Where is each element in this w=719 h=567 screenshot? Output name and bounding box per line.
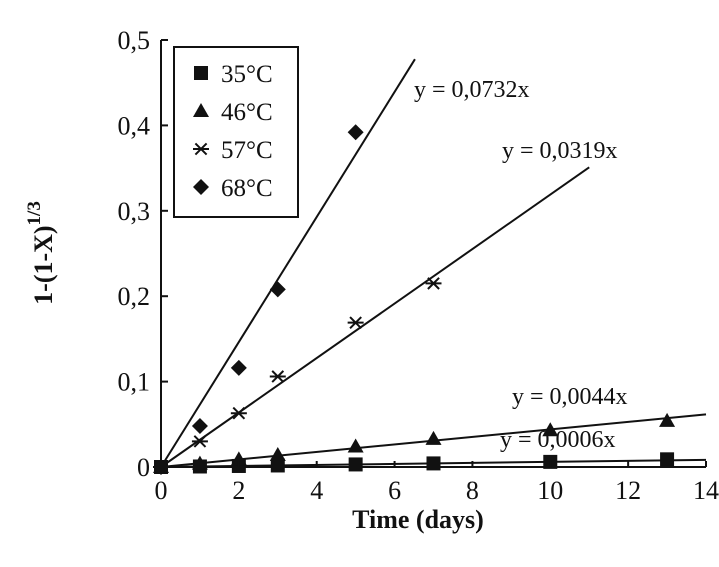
x-tick-label: 2	[232, 476, 245, 505]
ticks: 0 2 4 6 8 10 12 14 0 0,1 0,2 0,3 0,4 0,5	[118, 26, 719, 505]
legend-marker-35c	[194, 66, 208, 80]
y-tick-label: 0	[137, 453, 150, 482]
y-tick-label: 0,5	[118, 26, 151, 55]
point-57c	[191, 435, 208, 448]
x-tick-label: 4	[310, 476, 323, 505]
x-tick-label: 0	[155, 476, 168, 505]
legend-label-35c: 35°C	[221, 61, 273, 88]
y-tick-label: 0,2	[118, 282, 151, 311]
y-axis-title: 1-(1-X)1/3	[24, 201, 58, 305]
point-35c	[426, 456, 441, 471]
point-46c	[542, 422, 559, 437]
point-46c	[230, 451, 247, 466]
legend-marker-46c	[193, 103, 209, 117]
legend-marker-57c	[193, 142, 209, 156]
point-46c	[269, 447, 286, 462]
point-57c	[347, 316, 364, 329]
point-68c	[269, 281, 286, 298]
legend: 35°C 46°C 57°C 68°C	[173, 46, 299, 218]
legend-label-46c: 46°C	[221, 99, 273, 126]
point-35c	[270, 458, 285, 473]
point-35c	[660, 452, 675, 467]
x-axis-title: Time (days)	[352, 505, 484, 534]
legend-marker-68c	[193, 179, 209, 195]
y-axis-title-group: 1-(1-X)1/3	[24, 201, 58, 305]
point-46c	[347, 438, 364, 453]
x-tick-label: 10	[537, 476, 563, 505]
point-46c	[425, 430, 442, 445]
legend-label-68c: 68°C	[221, 175, 273, 202]
equation-labels: y = 0,0006x y = 0,0044x y = 0,0319x y = 0,0…	[414, 77, 628, 453]
fit-line-57c	[160, 166, 590, 468]
point-68c	[230, 359, 247, 376]
x-tick-label: 6	[388, 476, 401, 505]
point-68c	[191, 418, 208, 435]
x-tick-label: 12	[615, 476, 641, 505]
legend-label-57c: 57°C	[221, 137, 273, 164]
equation-label-68c: y = 0,0732x	[414, 77, 530, 103]
equation-label-57c: y = 0,0319x	[502, 138, 618, 164]
x-tick-label: 14	[693, 476, 719, 505]
y-tick-label: 0,3	[118, 197, 151, 226]
point-68c	[347, 124, 364, 141]
x-tick-label: 8	[466, 476, 479, 505]
equation-label-46c: y = 0,0044x	[512, 384, 628, 410]
equation-label-35c: y = 0,0006x	[500, 427, 616, 453]
y-axis-title-superscript: 1/3	[24, 201, 45, 225]
point-35c	[348, 457, 363, 472]
y-tick-label: 0,1	[118, 368, 151, 397]
y-axis-title-base: 1-(1-X)	[29, 225, 58, 304]
point-57c	[425, 277, 442, 290]
fit-line-68c	[160, 58, 416, 468]
point-46c	[659, 412, 676, 427]
axes	[160, 40, 706, 468]
point-57c	[230, 406, 247, 420]
point-57c	[269, 370, 286, 383]
y-tick-label: 0,4	[118, 111, 151, 140]
